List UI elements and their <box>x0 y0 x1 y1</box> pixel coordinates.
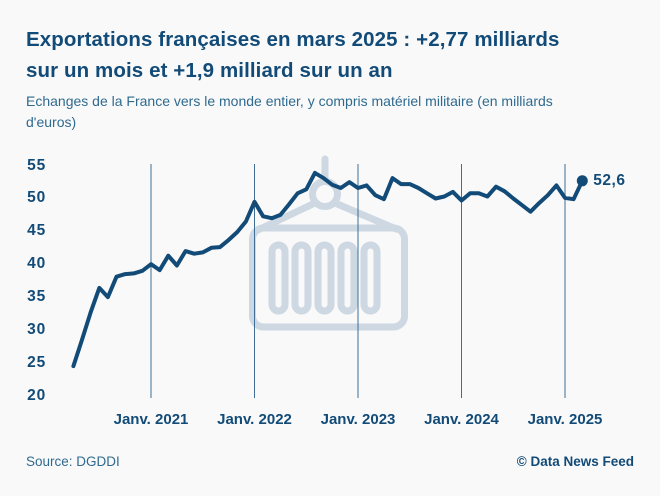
shipping-container-watermark-icon <box>249 155 408 331</box>
x-tick-label: Janv. 2023 <box>320 411 396 428</box>
source-label: Source: DGDDI <box>26 454 120 469</box>
last-point-marker <box>576 175 588 187</box>
y-tick-label: 55 <box>27 156 46 174</box>
year-gridlines <box>150 164 566 398</box>
exports-line <box>71 170 585 369</box>
y-tick-label: 25 <box>27 353 46 371</box>
y-tick-label: 35 <box>27 287 46 305</box>
chart-subtitle: Echanges de la France vers le monde enti… <box>26 93 553 130</box>
y-tick-label: 30 <box>27 320 46 338</box>
x-tick-label: Janv. 2022 <box>217 411 292 428</box>
x-tick-label: Janv. 2024 <box>424 411 499 428</box>
credit-label: © Data News Feed <box>516 454 634 469</box>
y-tick-label: 20 <box>27 386 46 404</box>
y-tick-label: 40 <box>27 255 46 273</box>
exports-series-line <box>71 170 588 369</box>
x-tick-label: Janv. 2021 <box>113 411 189 428</box>
y-tick-label: 50 <box>27 189 46 207</box>
x-tick-label: Janv. 2025 <box>527 411 603 428</box>
y-tick-label: 45 <box>27 222 46 240</box>
page-title: Exportations françaises en mars 2025 : +… <box>26 28 560 82</box>
last-value-label: 52,6 <box>593 172 626 190</box>
